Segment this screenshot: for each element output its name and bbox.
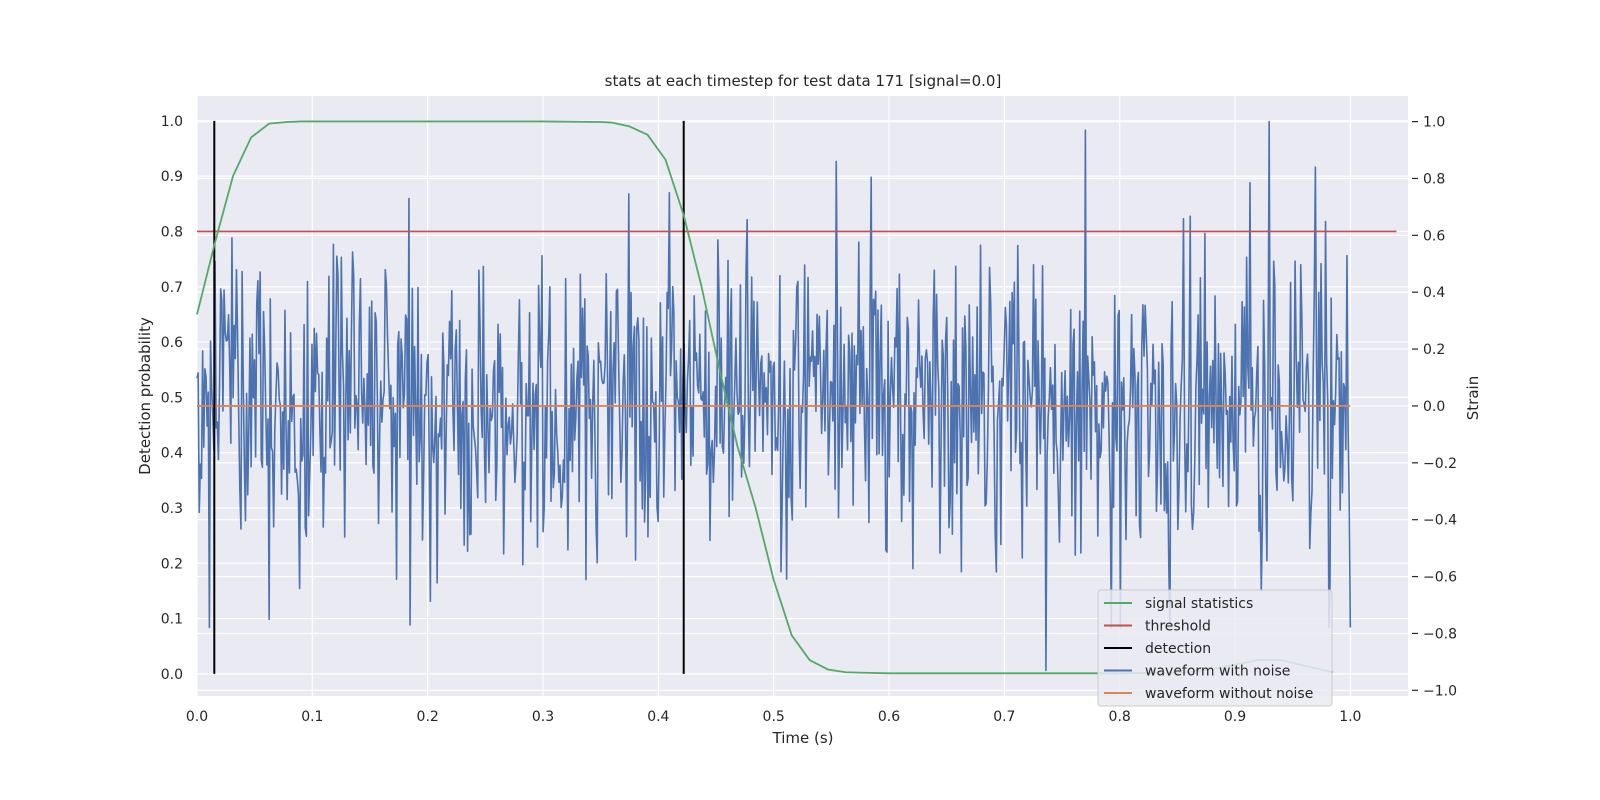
y-right-tick-label-0: −1.0 — [1423, 683, 1457, 699]
y-right-tick-label-5: 0.0 — [1423, 399, 1445, 415]
y-left-tick-label-3: 0.3 — [161, 501, 183, 517]
legend-box — [1097, 589, 1333, 707]
x-axis-title: Time (s) — [772, 729, 834, 747]
x-tick-label-0: 0.0 — [186, 709, 208, 725]
y-left-tick-label-4: 0.4 — [161, 446, 183, 462]
y-axis-right-title: Strain — [1464, 376, 1482, 420]
x-tick-label-6: 0.6 — [878, 709, 900, 725]
legend-label-4: waveform without noise — [1145, 686, 1313, 702]
y-right-tick-label-7: 0.4 — [1423, 285, 1445, 301]
chart-title: stats at each timestep for test data 171… — [605, 72, 1002, 90]
x-tick-label-8: 0.8 — [1109, 709, 1131, 725]
y-right-tick-label-9: 0.8 — [1423, 171, 1445, 187]
y-right-tick-label-3: −0.4 — [1423, 513, 1457, 529]
x-tick-label-5: 0.5 — [763, 709, 785, 725]
waveform-with-noise-series — [196, 120, 1352, 672]
y-right-tick-label-1: −0.8 — [1423, 626, 1457, 642]
y-axis-right: −1.0 −0.8 −0.6 −0.4 −0.2 0.0 0.2 0.4 0.6 0.8 1.0 — [1412, 115, 1457, 699]
y-right-tick-label-10: 1.0 — [1423, 115, 1445, 131]
y-axis-left: 0.0 0.1 0.2 0.3 0.4 0.5 0.6 0.7 0.8 0.9 1.0 — [161, 114, 183, 683]
x-tick-label-10: 1.0 — [1339, 709, 1361, 725]
x-tick-label-7: 0.7 — [993, 709, 1015, 725]
y-left-tick-label-0: 0.0 — [161, 667, 183, 683]
legend-label-1: threshold — [1145, 619, 1211, 635]
x-tick-label-1: 0.1 — [301, 709, 323, 725]
y-left-tick-label-6: 0.6 — [161, 335, 183, 351]
legend-label-0: signal statistics — [1145, 596, 1253, 612]
x-tick-label-9: 0.9 — [1224, 709, 1246, 725]
x-axis: 0.0 0.1 0.2 0.3 0.4 0.5 0.6 0.7 0.8 0.9 1.0 — [186, 709, 1362, 725]
y-left-tick-label-10: 1.0 — [161, 114, 183, 130]
y-left-tick-label-2: 0.2 — [161, 556, 183, 572]
legend: signal statistics threshold detection wavef… — [1097, 589, 1333, 707]
y-right-tick-label-8: 0.6 — [1423, 228, 1445, 244]
y-left-tick-label-1: 0.1 — [161, 612, 183, 628]
legend-label-3: waveform with noise — [1145, 664, 1290, 680]
y-right-tick-label-6: 0.2 — [1423, 342, 1445, 358]
y-left-tick-label-5: 0.5 — [161, 390, 183, 406]
y-left-tick-label-8: 0.8 — [161, 224, 183, 240]
x-tick-label-3: 0.3 — [532, 709, 554, 725]
x-tick-label-4: 0.4 — [647, 709, 669, 725]
y-axis-left-title: Detection probability — [136, 317, 154, 475]
y-right-tick-label-2: −0.6 — [1423, 570, 1457, 586]
y-right-tick-label-4: −0.2 — [1423, 456, 1457, 472]
x-tick-label-2: 0.2 — [417, 709, 439, 725]
y-left-tick-label-9: 0.9 — [161, 169, 183, 185]
legend-label-2: detection — [1145, 641, 1211, 657]
y-left-tick-label-7: 0.7 — [161, 280, 183, 296]
waveform-with-noise-line — [196, 120, 1352, 672]
